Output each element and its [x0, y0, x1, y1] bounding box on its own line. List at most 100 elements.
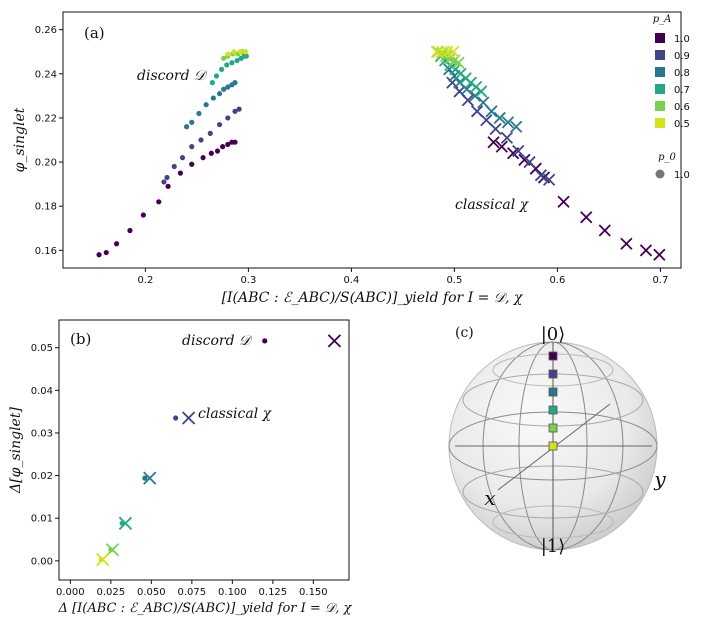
- discord-point: [232, 80, 238, 86]
- panel-a-legend: p_A 1.0 0.9 0.8 0.7 0.6 0.5 p_0 1.0: [653, 14, 690, 181]
- panel-a-frame: [62, 11, 682, 269]
- discord-point: [189, 119, 195, 125]
- panel-a-y-tick-label: 0.26: [35, 25, 57, 36]
- discord-point: [243, 53, 249, 59]
- classical-point: [489, 122, 502, 136]
- classical-point: [639, 244, 653, 257]
- legend-pA-label: 0.9: [674, 51, 690, 62]
- bloch-label-x: x: [484, 486, 495, 510]
- discord-point: [225, 51, 231, 57]
- panel-b-x-ticks: 0.000 0.025 0.050 0.075 0.100 0.125 0.150: [56, 580, 328, 598]
- panel-b-y-tick-label: 0.04: [31, 386, 53, 397]
- discord-point: [209, 80, 215, 86]
- panel-a: (a) 0.2 0.3 0.4 0.5 0.6 0.7 0.160.180.200.220…: [12, 11, 690, 306]
- panel-b-x-axis-label: Δ [I(ABC : ℰ_ABC)/S(ABC)]_yield for I = …: [58, 601, 353, 616]
- panel-b-frame: [58, 319, 350, 581]
- discord-point: [232, 139, 238, 145]
- discord-point: [103, 249, 109, 256]
- panel-a-y-tick-label: 0.22: [35, 113, 57, 124]
- discord-point: [127, 227, 133, 234]
- discord-point: [177, 170, 184, 176]
- classical-point: [475, 85, 488, 98]
- bloch-label-y: y: [653, 467, 666, 491]
- panel-b-points: [96, 334, 342, 567]
- classical-point: [500, 131, 514, 144]
- delta-discord-point: [173, 415, 179, 421]
- legend-p0-label: 1.0: [674, 170, 690, 181]
- panel-c-label: (c): [455, 325, 474, 341]
- delta-discord-point: [142, 475, 148, 481]
- delta-classical-point: [181, 411, 196, 425]
- panel-b-y-axis-label: Δ[φ_singlet]: [8, 407, 24, 494]
- delta-discord-point: [262, 338, 268, 344]
- discord-point: [242, 49, 248, 55]
- classical-point: [523, 155, 536, 169]
- panel-a-y-tick-label: 0.24: [35, 69, 57, 80]
- panel-b-x-tick-label: 0.000: [56, 587, 85, 598]
- discord-point: [207, 130, 213, 136]
- classical-point: [485, 105, 498, 118]
- panel-b-y-tick-label: 0.01: [31, 514, 53, 525]
- classical-point: [460, 83, 473, 96]
- classical-point: [620, 237, 633, 250]
- classical-point: [653, 248, 666, 261]
- panel-b-y-tick-label: 0.02: [31, 471, 53, 482]
- discord-point: [156, 199, 162, 205]
- discord-point: [221, 86, 227, 92]
- panel-b-x-tick-label: 0.050: [137, 587, 166, 598]
- panel-a-annotation-discord: discord 𝒟: [137, 68, 208, 84]
- discord-point: [216, 91, 223, 97]
- discord-point: [236, 106, 242, 112]
- panel-a-x-tick-label: 0.7: [652, 275, 668, 286]
- discord-point: [232, 108, 238, 114]
- panel-b-x-tick-label: 0.125: [259, 587, 288, 598]
- bloch-state-marker: [548, 423, 558, 433]
- panel-a-y-axis-label: φ_singlet: [12, 107, 28, 172]
- classical-point: [501, 116, 515, 129]
- legend-title-pA: p_A: [653, 14, 672, 25]
- panel-a-label: (a): [84, 24, 105, 42]
- panel-b-x-tick-label: 0.150: [299, 587, 328, 598]
- panel-b-y-tick-label: 0.05: [31, 343, 53, 354]
- discord-point: [213, 73, 220, 79]
- delta-classical-point: [96, 552, 110, 567]
- bloch-state-marker: [548, 387, 558, 397]
- discord-point: [196, 110, 202, 117]
- classical-point: [510, 120, 523, 133]
- bloch-markers: [548, 351, 558, 451]
- delta-classical-point: [143, 471, 157, 485]
- panel-b: (b) 0.000 0.025 0.050 0.075 0.100 0.125 0.150 …: [8, 319, 353, 616]
- discord-point: [200, 155, 206, 161]
- panel-b-y-tick-label: 0.00: [31, 556, 53, 567]
- discord-point: [208, 150, 214, 156]
- panel-c-bloch-sphere: (c) |0⟩ |1⟩ x y: [448, 324, 666, 557]
- panel-a-x-tick-label: 0.5: [446, 275, 462, 286]
- discord-point: [229, 60, 235, 66]
- classical-point: [447, 45, 460, 58]
- discord-point: [214, 148, 221, 154]
- legend-pA-entries: 1.0 0.9 0.8 0.7 0.6 0.5: [655, 33, 690, 130]
- bloch-state-marker: [548, 441, 558, 451]
- panel-b-label: (b): [70, 330, 91, 348]
- discord-point: [234, 57, 240, 64]
- discord-point: [161, 179, 167, 185]
- legend-p0-marker: [655, 169, 665, 179]
- discord-point: [231, 49, 237, 55]
- discord-point: [189, 144, 195, 150]
- delta-classical-point: [118, 516, 133, 530]
- discord-point: [203, 102, 209, 108]
- classical-point: [598, 224, 611, 237]
- classical-point: [435, 45, 449, 58]
- panel-a-x-tick-label: 0.3: [240, 275, 256, 286]
- panel-b-x-tick-label: 0.025: [97, 587, 126, 598]
- classical-point: [534, 169, 548, 182]
- panel-a-y-tick-label: 0.18: [35, 202, 57, 213]
- bloch-state-marker: [548, 351, 558, 361]
- panel-a-x-ticks: 0.2 0.3 0.4 0.5 0.6 0.7: [137, 268, 668, 286]
- discord-point: [164, 174, 170, 181]
- discord-point: [219, 66, 225, 72]
- panel-a-x-axis-label: [I(ABC : ℰ_ABC)/S(ABC)]_yield for I = 𝒟,…: [222, 290, 524, 306]
- discord-point: [198, 137, 204, 143]
- legend-pA-swatch: [655, 50, 665, 60]
